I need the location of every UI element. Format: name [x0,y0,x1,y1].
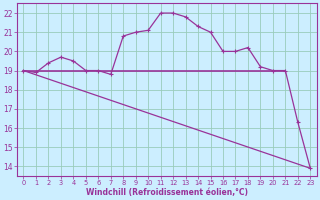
X-axis label: Windchill (Refroidissement éolien,°C): Windchill (Refroidissement éolien,°C) [86,188,248,197]
